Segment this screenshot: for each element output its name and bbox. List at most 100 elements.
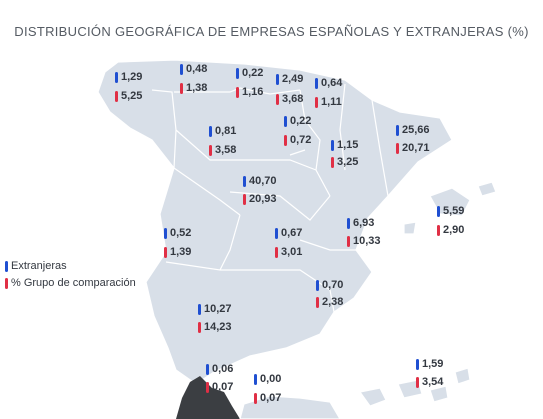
canarias-extranjeras: 1,59	[416, 358, 443, 371]
value-text: 2,49	[282, 73, 304, 85]
extranjeras-marker-icon	[316, 280, 319, 291]
murcia-extranjeras: 0,70	[316, 279, 343, 292]
madrid-grupo: 20,93	[243, 193, 277, 206]
grupo-marker-icon	[284, 135, 287, 146]
value-text: 1,15	[337, 139, 359, 151]
value-text: 0,64	[321, 77, 343, 89]
value-text: 14,23	[204, 321, 232, 333]
castilla-leon-extranjeras: 0,81	[209, 125, 236, 138]
grupo-marker-icon	[209, 145, 212, 156]
value-text: 3,25	[337, 156, 359, 168]
map-title: DISTRIBUCIÓN GEOGRÁFICA DE EMPRESAS ESPA…	[14, 24, 529, 39]
grupo-marker-icon	[316, 297, 319, 308]
mainland-spain-shape	[97, 59, 453, 385]
cantabria-grupo: 1,16	[236, 86, 263, 99]
madrid-extranjeras: 40,70	[243, 175, 277, 188]
legend-label: Extranjeras	[11, 260, 67, 272]
ibiza-shape	[403, 221, 417, 235]
extranjeras-marker-icon	[331, 140, 334, 151]
castilla-mancha-extranjeras: 0,67	[275, 227, 302, 240]
extranjeras-marker-icon	[164, 228, 167, 239]
value-text: 0,67	[281, 227, 303, 239]
extranjeras-marker-icon	[5, 261, 8, 272]
value-text: 0,70	[322, 279, 344, 291]
grupo-marker-icon	[315, 97, 318, 108]
grupo-marker-icon	[416, 377, 419, 388]
extranjeras-marker-icon	[115, 72, 118, 83]
value-text: 1,39	[170, 246, 192, 258]
castilla-leon-grupo: 3,58	[209, 144, 236, 157]
galicia-grupo: 5,25	[115, 90, 142, 103]
asturias-extranjeras: 0,48	[180, 63, 207, 76]
canarias-shape-1	[358, 387, 387, 407]
grupo-marker-icon	[243, 194, 246, 205]
ceuta-rock-shape	[176, 376, 240, 419]
value-text: 2,90	[443, 224, 465, 236]
value-text: 3,54	[422, 376, 444, 388]
baleares-extranjeras: 5,59	[437, 205, 464, 218]
value-text: 0,22	[242, 67, 264, 79]
value-text: 6,93	[353, 217, 375, 229]
extranjeras-marker-icon	[315, 78, 318, 89]
canarias-shape-4	[454, 367, 471, 385]
value-text: 10,27	[204, 303, 232, 315]
murcia-grupo: 2,38	[316, 296, 343, 309]
extranjeras-marker-icon	[416, 359, 419, 370]
grupo-marker-icon	[276, 94, 279, 105]
extranjeras-marker-icon	[396, 125, 399, 136]
cantabria-extranjeras: 0,22	[236, 67, 263, 80]
la-rioja-grupo: 0,72	[284, 134, 311, 147]
value-text: 1,38	[186, 82, 208, 94]
melilla-extranjeras: 0,00	[254, 373, 281, 386]
galicia-extranjeras: 1,29	[115, 71, 142, 84]
grupo-marker-icon	[331, 157, 334, 168]
grupo-marker-icon	[198, 322, 201, 333]
ceuta-grupo: 0,07	[206, 381, 233, 394]
legend-item-extranjeras: Extranjeras	[5, 260, 136, 273]
value-text: 40,70	[249, 175, 277, 187]
value-text: 2,38	[322, 296, 344, 308]
region-borders	[151, 83, 389, 313]
asturias-grupo: 1,38	[180, 82, 207, 95]
north-africa-shape	[239, 395, 341, 419]
navarra-grupo: 1,11	[315, 96, 342, 109]
value-text: 0,48	[186, 63, 208, 75]
extremadura-extranjeras: 0,52	[164, 227, 191, 240]
value-text: 0,07	[212, 381, 234, 393]
value-text: 0,22	[290, 115, 312, 127]
grupo-marker-icon	[206, 382, 209, 393]
menorca-shape	[477, 181, 497, 197]
extranjeras-marker-icon	[243, 176, 246, 187]
value-text: 0,06	[212, 363, 234, 375]
value-text: 3,01	[281, 246, 303, 258]
extranjeras-marker-icon	[284, 116, 287, 127]
legend-item-grupo: % Grupo de comparación	[5, 277, 136, 290]
extranjeras-marker-icon	[437, 206, 440, 217]
grupo-marker-icon	[180, 83, 183, 94]
grupo-marker-icon	[347, 236, 350, 247]
castilla-mancha-grupo: 3,01	[275, 246, 302, 259]
extranjeras-marker-icon	[206, 364, 209, 375]
pais-vasco-extranjeras: 2,49	[276, 73, 303, 86]
value-text: 1,16	[242, 86, 264, 98]
ceuta-extranjeras: 0,06	[206, 363, 233, 376]
grupo-marker-icon	[275, 247, 278, 258]
value-text: 10,33	[353, 235, 381, 247]
extremadura-grupo: 1,39	[164, 246, 191, 259]
value-text: 3,58	[215, 144, 237, 156]
grupo-marker-icon	[164, 247, 167, 258]
andalucia-extranjeras: 10,27	[198, 303, 232, 316]
value-text: 20,71	[402, 142, 430, 154]
extranjeras-marker-icon	[347, 218, 350, 229]
grupo-marker-icon	[236, 87, 239, 98]
aragon-extranjeras: 1,15	[331, 139, 358, 152]
extranjeras-marker-icon	[180, 64, 183, 75]
value-text: 0,52	[170, 227, 192, 239]
value-text: 5,25	[121, 90, 143, 102]
legend: Extranjeras % Grupo de comparación	[5, 260, 136, 294]
cataluna-extranjeras: 25,66	[396, 124, 430, 137]
value-text: 0,72	[290, 134, 312, 146]
pais-vasco-grupo: 3,68	[276, 93, 303, 106]
melilla-grupo: 0,07	[254, 392, 281, 405]
